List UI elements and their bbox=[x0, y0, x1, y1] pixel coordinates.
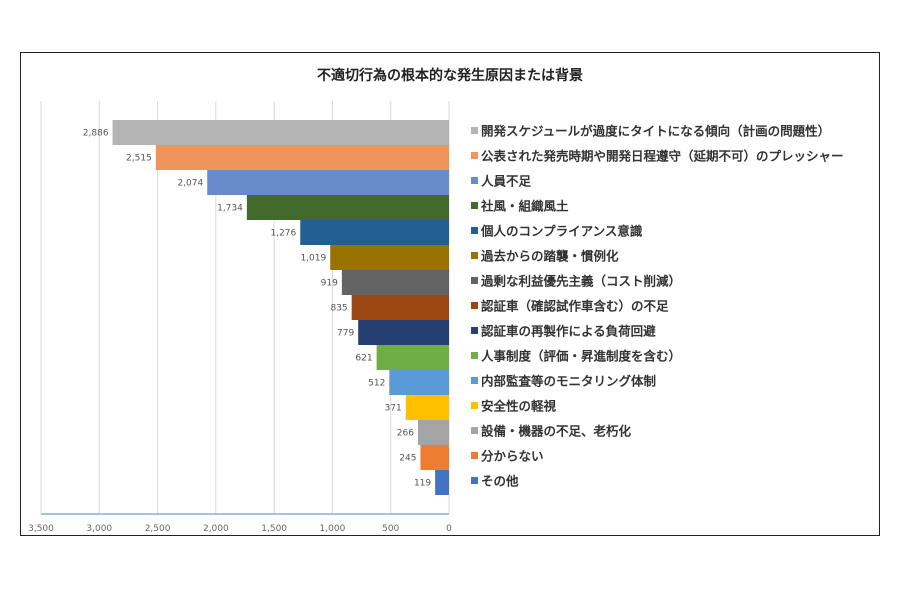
data-label: 266 bbox=[397, 429, 414, 439]
bar bbox=[376, 345, 449, 370]
bar bbox=[420, 445, 449, 470]
legend-swatch bbox=[471, 402, 478, 409]
legend-label: 個人のコンプライアンス意識 bbox=[480, 224, 643, 239]
data-label: 2,074 bbox=[177, 179, 203, 189]
legend-swatch bbox=[471, 177, 478, 184]
data-label: 512 bbox=[368, 379, 385, 389]
legend-swatch bbox=[471, 327, 478, 334]
data-label: 245 bbox=[399, 454, 416, 464]
legend-label: その他 bbox=[481, 474, 519, 489]
legend-swatch bbox=[471, 377, 478, 384]
legend-label: 過去からの踏襲・慣例化 bbox=[480, 249, 619, 264]
legend-swatch bbox=[471, 152, 478, 159]
bar bbox=[405, 395, 449, 420]
legend-swatch bbox=[471, 252, 478, 259]
x-tick-label: 2,500 bbox=[145, 524, 171, 534]
bar bbox=[207, 170, 449, 195]
legend-label: 認証車の再製作による負荷回避 bbox=[481, 324, 656, 339]
legend-label: 設備・機器の不足、老朽化 bbox=[481, 424, 632, 439]
legend-label: 過剰な利益優先主義（コスト削減） bbox=[480, 274, 681, 289]
x-tick-label: 1,500 bbox=[261, 524, 287, 534]
x-tick-label: 500 bbox=[382, 524, 399, 534]
legend-swatch bbox=[471, 202, 478, 209]
data-label: 2,515 bbox=[126, 154, 152, 164]
data-label: 119 bbox=[414, 479, 431, 489]
legend-swatch bbox=[471, 277, 478, 284]
data-label: 371 bbox=[385, 404, 402, 414]
chart-frame: 不適切行為の根本的な発生原因または背景 3,500 3,000 2,500 2,000… bbox=[20, 52, 880, 536]
data-label: 835 bbox=[330, 304, 347, 314]
data-label: 919 bbox=[321, 279, 338, 289]
legend-label: 分からない bbox=[481, 449, 544, 464]
legend-label: 認証車（確認試作車含む）の不足 bbox=[481, 299, 669, 314]
bar bbox=[155, 145, 449, 170]
bar bbox=[389, 370, 449, 395]
legend-swatch bbox=[471, 427, 478, 434]
legend-swatch bbox=[471, 127, 478, 134]
x-tick-label: 2,000 bbox=[203, 524, 229, 534]
bar bbox=[246, 195, 449, 220]
legend-swatch bbox=[471, 477, 478, 484]
bar bbox=[435, 470, 449, 495]
legend-swatch bbox=[471, 352, 478, 359]
legend-label: 開発スケジュールが過度にタイトになる傾向（計画の問題性） bbox=[481, 124, 830, 139]
x-tick-label: 3,000 bbox=[86, 524, 112, 534]
bar bbox=[358, 320, 449, 345]
legend-label: 人事制度（評価・昇進制度を含む） bbox=[481, 349, 681, 364]
bar bbox=[417, 420, 449, 445]
legend-swatch bbox=[471, 302, 478, 309]
x-tick-label: 0 bbox=[446, 524, 452, 534]
data-label: 1,276 bbox=[270, 229, 296, 239]
bar bbox=[341, 270, 449, 295]
data-label: 1,019 bbox=[300, 254, 326, 264]
legend-label: 公表された発売時期や開発日程遵守（延期不可）のプレッシャー bbox=[481, 149, 844, 164]
chart-title: 不適切行為の根本的な発生原因または背景 bbox=[317, 68, 583, 84]
bar bbox=[112, 120, 449, 145]
x-tick-label: 3,500 bbox=[28, 524, 54, 534]
data-label: 1,734 bbox=[217, 204, 243, 214]
data-label: 621 bbox=[355, 354, 372, 364]
data-label: 779 bbox=[337, 329, 354, 339]
data-label: 2,886 bbox=[83, 129, 109, 139]
bar bbox=[330, 245, 449, 270]
legend-label: 人員不足 bbox=[481, 174, 532, 189]
legend-label: 安全性の軽視 bbox=[481, 399, 557, 414]
legend-swatch bbox=[471, 452, 478, 459]
bar bbox=[351, 295, 449, 320]
legend-label: 内部監査等のモニタリング体制 bbox=[481, 374, 656, 389]
bar-chart: 3,500 3,000 2,500 2,000 1,500 1,000 500 0 2,886 開… bbox=[28, 101, 844, 534]
legend-label: 社風・組織風土 bbox=[480, 199, 569, 214]
x-tick-label: 1,000 bbox=[320, 524, 346, 534]
legend-swatch bbox=[471, 227, 478, 234]
bar bbox=[300, 220, 449, 245]
